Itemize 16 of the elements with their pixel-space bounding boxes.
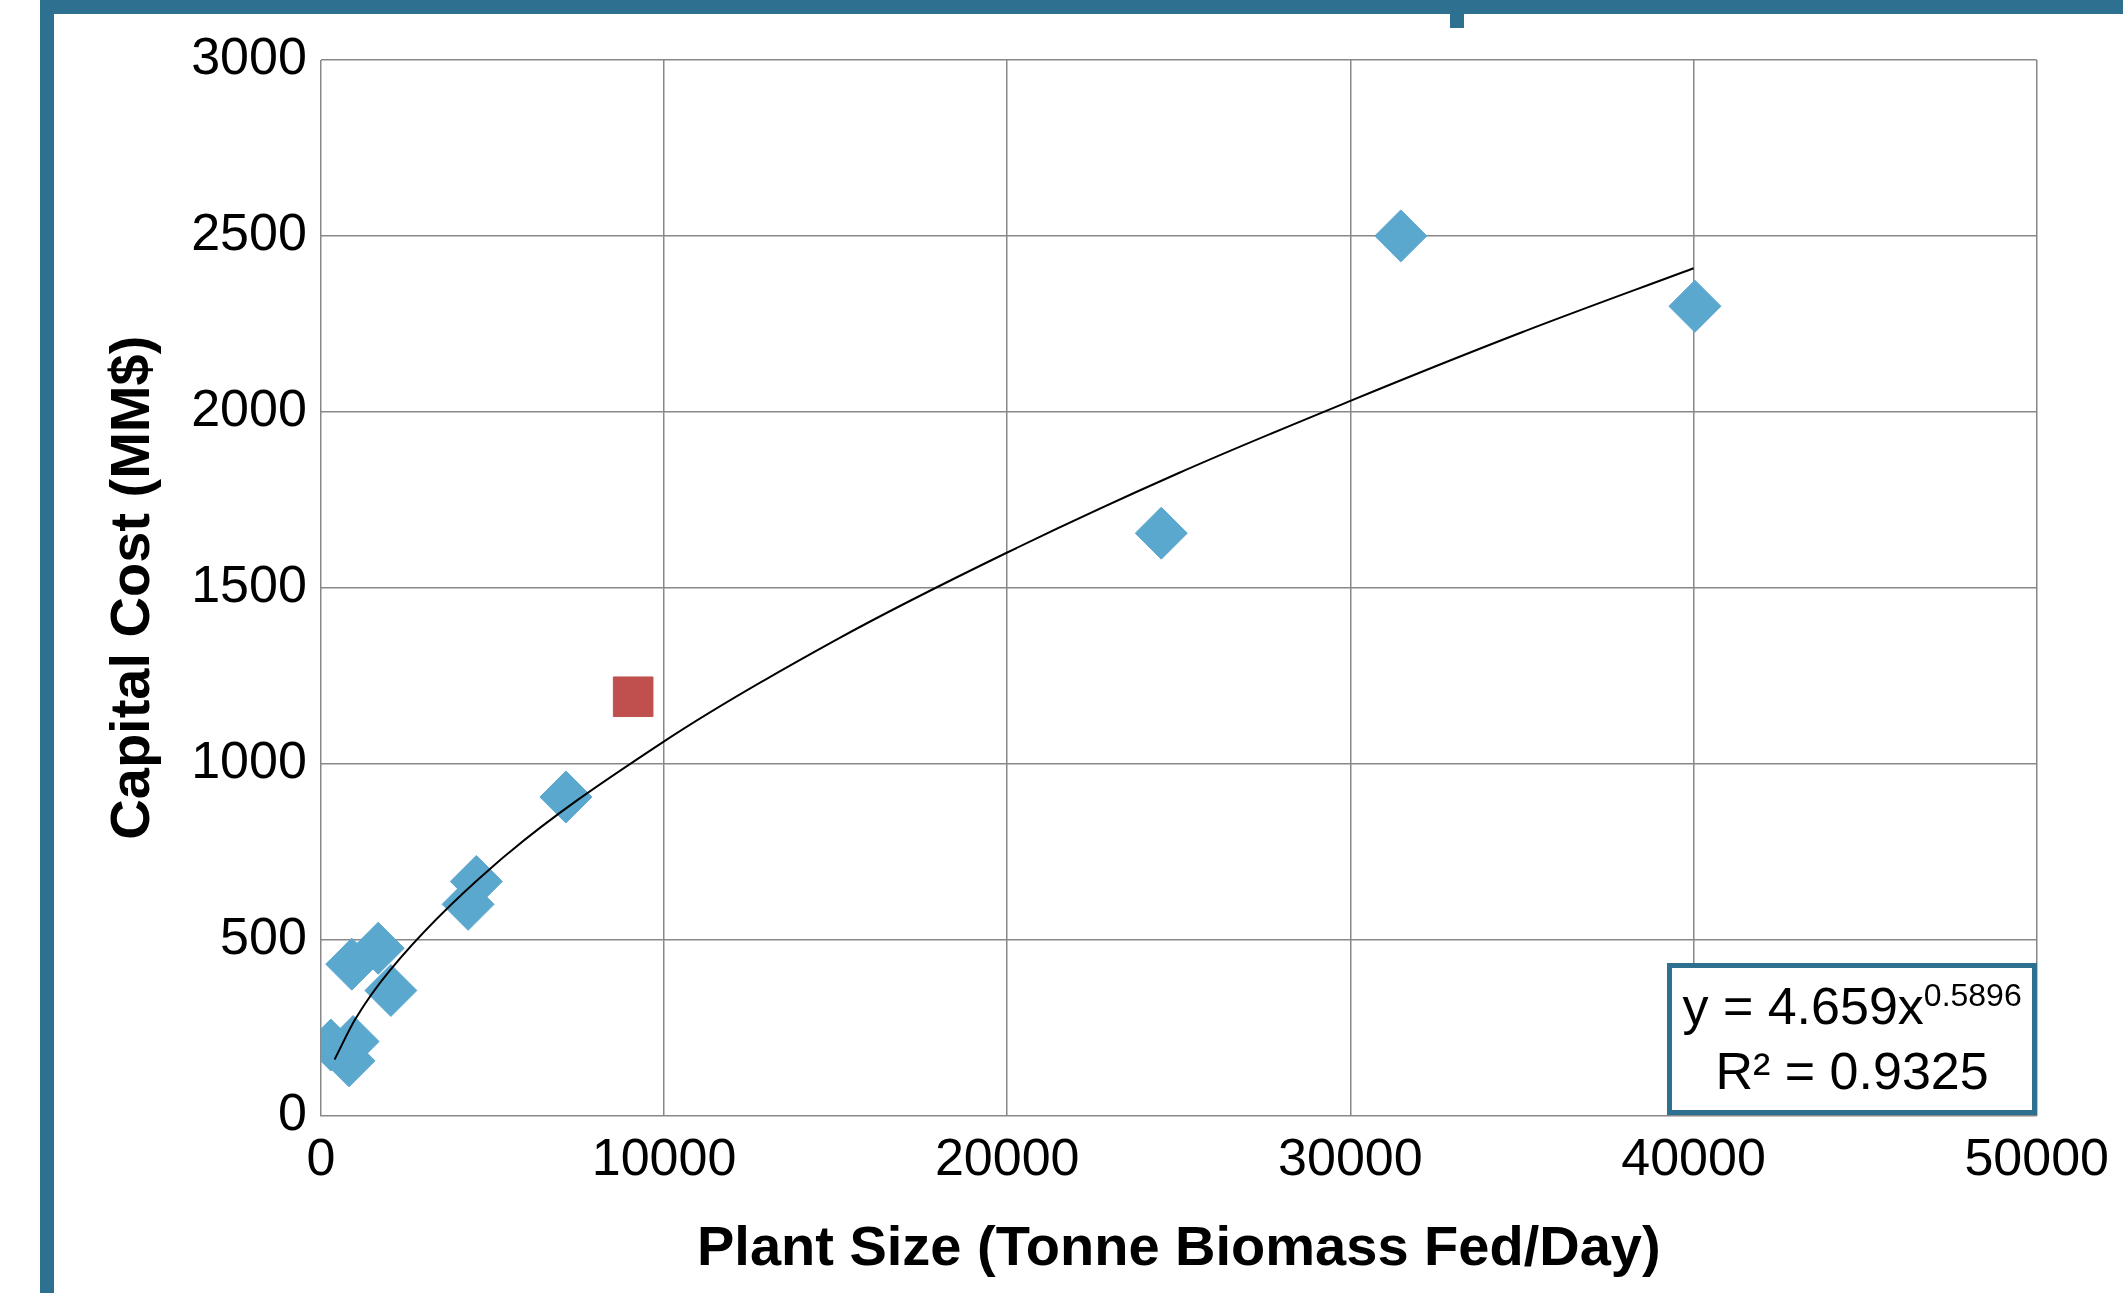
y-tick-label: 500 [220,906,307,965]
y-tick-label: 2000 [191,379,307,438]
y-tick-label: 1000 [191,730,307,789]
y-tick-label: 3000 [191,27,307,86]
x-tick-label: 20000 [934,1127,1080,1186]
x-tick-label: 10000 [591,1127,737,1186]
y-axis-title: Capital Cost (MM$) [98,335,162,840]
annotation: y = 4.659x$^{0.5896}$ [1682,977,2022,1036]
x-tick-label: 50000 [1964,1127,2109,1186]
annotation: R² = 0.9325 [1715,1042,1989,1101]
y-tick-label: 2500 [191,203,307,262]
x-tick-label: 40000 [1621,1127,1766,1186]
x-axis-title: Plant Size (Tonne Biomass Fed/Day) [696,1213,1661,1277]
y-tick-label: 1500 [191,555,307,614]
x-tick-label: 30000 [1278,1127,1423,1186]
y-tick-label: 0 [277,1082,307,1141]
